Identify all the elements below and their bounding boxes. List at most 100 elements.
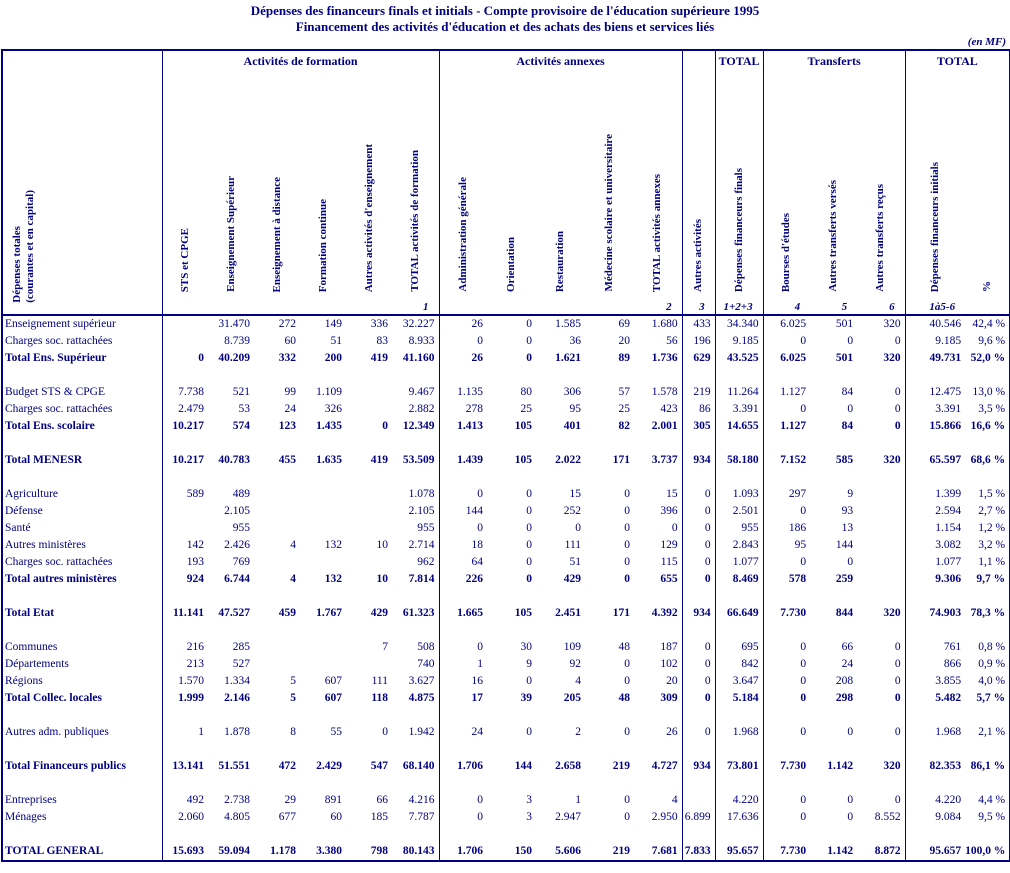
column-number (208, 300, 254, 316)
cell (346, 622, 392, 639)
cell (162, 826, 208, 843)
column-header: Dépenses financeurs finals (715, 72, 764, 300)
cell: 82.353 (929, 760, 962, 772)
cell (439, 435, 487, 452)
cell (254, 367, 300, 384)
cell (439, 741, 487, 758)
cell: 11.141 (173, 607, 204, 619)
cell: 102 (634, 656, 683, 673)
cell (857, 486, 906, 503)
cell: 6.025 (780, 352, 807, 364)
cell (392, 367, 440, 384)
cell: 0 (857, 418, 906, 435)
cell (254, 588, 300, 605)
cell: 1.942 (392, 724, 440, 741)
cell (162, 367, 208, 384)
column-number: 1à5-6 (905, 300, 966, 316)
cell: 0 (857, 384, 906, 401)
cell: 866 (943, 658, 962, 670)
cell (346, 656, 392, 673)
cell: 200 (324, 352, 342, 364)
cell (300, 503, 346, 520)
cell: 13.141 (172, 760, 204, 772)
cell (715, 367, 764, 384)
table-row (2, 775, 1010, 792)
cell: 24 (841, 658, 854, 670)
column-header: TOTAL activités de formation (392, 72, 440, 300)
column-header: Orientation (487, 72, 536, 300)
cell: 25 (618, 403, 631, 415)
cell (392, 588, 440, 605)
cell: 66.649 (715, 605, 764, 622)
cell: 13,0 % (972, 386, 1006, 398)
cell: 219 (682, 384, 716, 401)
cell: 401 (563, 420, 582, 432)
cell (300, 520, 346, 537)
column-number: 6 (857, 300, 906, 316)
cell (810, 741, 857, 758)
cell: 326 (324, 403, 342, 415)
cell: 3.647 (715, 673, 764, 690)
column-header-label: Autres activités d'enseignement (362, 143, 375, 292)
cell (810, 588, 857, 605)
cell: 2.451 (555, 607, 582, 619)
cell: 86 (682, 401, 716, 418)
cell (162, 503, 208, 520)
cell: 1,5 % (978, 488, 1006, 500)
cell: 0 (624, 522, 631, 534)
cell (634, 826, 683, 843)
cell: 2,1 % (978, 726, 1006, 738)
cell: 144 (465, 505, 484, 517)
cell: 61.323 (392, 605, 440, 622)
cell: 955 (232, 522, 250, 534)
cell: 0 (624, 794, 631, 806)
cell: 285 (232, 641, 250, 653)
column-header-label: Formation continue (316, 198, 329, 292)
cell: 2.426 (224, 539, 250, 551)
cell: 1.399 (935, 488, 962, 500)
cell: 2.950 (634, 809, 683, 826)
cell (208, 367, 254, 384)
cell: 521 (232, 386, 250, 398)
cell (682, 435, 716, 452)
row-label: Autres adm. publiques (2, 724, 163, 741)
cell: 68,6 % (970, 454, 1006, 466)
cell: 3.391 (715, 401, 764, 418)
cell: 2 (575, 726, 582, 738)
cell: 93 (841, 505, 854, 517)
cell (715, 707, 764, 724)
cell: 1.968 (935, 726, 962, 738)
cell: 105 (514, 454, 533, 466)
cell (810, 775, 857, 792)
row-label: Charges soc. rattachées (2, 554, 163, 571)
cell (162, 741, 208, 758)
cell: 7.730 (780, 845, 807, 857)
cell: 655 (634, 571, 683, 588)
cell: 0 (477, 794, 484, 806)
column-header-label: TOTAL activités de formation (408, 150, 421, 292)
cell: 0 (682, 537, 716, 554)
column-header: Administration générale (439, 72, 487, 300)
cell (857, 435, 906, 452)
cell: 2.714 (392, 537, 440, 554)
cell: 5.482 (935, 692, 962, 704)
cell (965, 826, 1010, 843)
cell: 1.435 (316, 420, 342, 432)
cell (254, 707, 300, 724)
cell (162, 435, 208, 452)
corner-cell: Dépenses totales (courantes et en capita… (2, 50, 163, 316)
cell: 5.606 (555, 845, 582, 857)
cell (634, 588, 683, 605)
cell: 132 (324, 573, 342, 585)
column-number (536, 300, 586, 316)
column-number (487, 300, 537, 316)
cell (585, 775, 634, 792)
cell: 0 (477, 641, 484, 653)
cell: 7.681 (634, 843, 683, 861)
cell: 320 (857, 350, 906, 367)
cell (392, 469, 440, 486)
cell: 74.903 (929, 607, 962, 619)
cell (346, 741, 392, 758)
cell: 574 (232, 420, 250, 432)
cell: 26 (471, 352, 484, 364)
